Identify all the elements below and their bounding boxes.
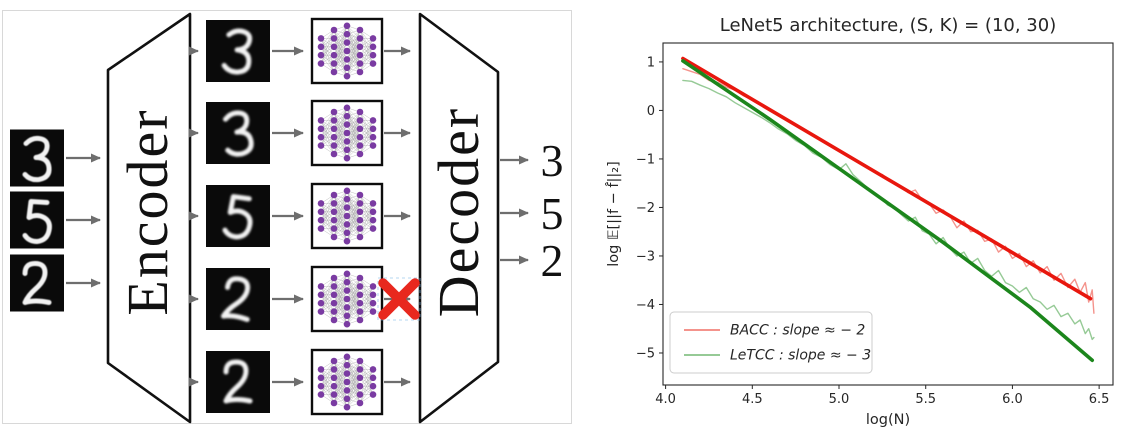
left-subfigure-autoencoder-diagram: Encoder Decoder 352 xyxy=(2,10,572,424)
x-tick-label: 4.5 xyxy=(742,392,763,407)
nn-block xyxy=(310,348,384,416)
nn-block xyxy=(310,182,384,250)
x-tick-label: 6.0 xyxy=(1002,392,1023,407)
y-tick-label: −2 xyxy=(636,201,655,216)
nn-block xyxy=(310,265,384,333)
nn-block xyxy=(310,99,384,167)
encoder-label: Encoder xyxy=(115,108,180,315)
series-BACC_fit xyxy=(681,56,1093,301)
chart-title: LeNet5 architecture, (S, K) = (10, 30) xyxy=(720,15,1056,36)
decoder-label: Decoder xyxy=(426,107,491,317)
y-axis-label: log 𝔼[||f − f̂||₂] xyxy=(605,161,622,267)
legend-box xyxy=(669,311,873,374)
legend-label: BACC : slope ≈ − 2 xyxy=(730,323,865,339)
latent-digit-image-5 xyxy=(206,185,270,247)
x-tick-label: 5.0 xyxy=(829,392,850,407)
y-tick-label: 0 xyxy=(647,104,655,119)
legend: BACC : slope ≈ − 2 LeTCC : slope ≈ − 3 xyxy=(669,311,873,374)
right-subfigure-error-chart: LeNet5 architecture, (S, K) = (10, 30) lo… xyxy=(605,15,1114,428)
latent-digit-image-3 xyxy=(206,102,270,164)
cross-stroke xyxy=(378,278,420,320)
input-digit-image-3 xyxy=(10,129,64,187)
x-tick-label: 5.5 xyxy=(915,392,936,407)
subfigure-border xyxy=(2,10,572,424)
encoder-block xyxy=(106,12,192,424)
plot-frame xyxy=(662,42,1114,386)
output-digit-3: 3 xyxy=(541,135,564,186)
latent-digit-image-2 xyxy=(206,351,270,413)
y-tick-label: −4 xyxy=(636,298,655,313)
red-cross-icon xyxy=(377,277,421,321)
latent-digit-image-2 xyxy=(206,268,270,330)
output-digit-2: 2 xyxy=(541,235,564,286)
legend-label: LeTCC : slope ≈ − 3 xyxy=(730,348,871,364)
x-tick-label: 6.5 xyxy=(1089,392,1110,407)
series-LeTCC_fit xyxy=(681,59,1095,363)
y-tick-label: −5 xyxy=(636,346,655,361)
y-tick-label: 1 xyxy=(647,55,655,70)
input-digit-image-5 xyxy=(10,191,64,249)
series-LeTCC_empirical xyxy=(682,79,1095,341)
latent-digit-image-3 xyxy=(206,20,270,82)
x-tick-label: 4.0 xyxy=(655,392,676,407)
y-tick-label: −3 xyxy=(636,249,655,264)
x-axis-label: log(N) xyxy=(866,412,910,428)
input-digit-image-2 xyxy=(10,254,64,312)
y-tick-label: −1 xyxy=(636,152,655,167)
nn-block xyxy=(310,17,384,85)
output-digit-5: 5 xyxy=(541,188,564,239)
selection-outline xyxy=(377,277,421,321)
series-BACC_empirical xyxy=(682,67,1095,314)
